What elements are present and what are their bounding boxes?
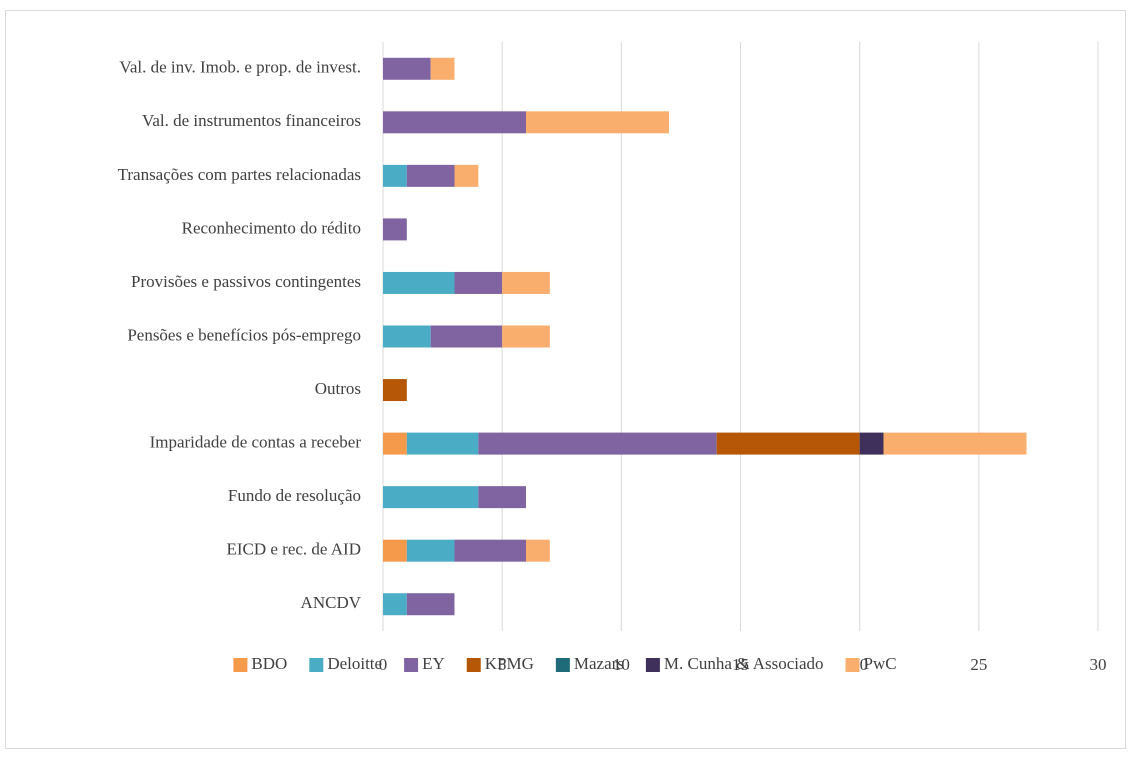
- bar-segment: [383, 486, 479, 509]
- bar-segment: [454, 271, 503, 294]
- bar-segment: [502, 325, 550, 348]
- bar-segment: [430, 57, 455, 80]
- chart-border: [5, 10, 1126, 749]
- bar-segment: [526, 539, 550, 562]
- bar-segment: [406, 539, 455, 562]
- bar-segment: [383, 164, 407, 187]
- bar-segment: [383, 432, 407, 455]
- y-tick-label: Transações com partes relacionadas: [118, 165, 361, 184]
- x-tick-label: 15: [732, 655, 749, 674]
- bar-segment: [478, 432, 717, 455]
- x-tick-label: 0: [379, 655, 388, 674]
- bar-segment: [502, 271, 550, 294]
- legend-swatch: [555, 658, 570, 672]
- legend-label: BDO: [251, 654, 287, 673]
- legend-label: M. Cunha & Associado: [664, 654, 824, 673]
- y-tick-label: Val. de inv. Imob. e prop. de invest.: [119, 58, 361, 77]
- legend-swatch: [404, 658, 419, 672]
- x-tick-label: 10: [613, 655, 630, 674]
- bar-segment: [383, 271, 455, 294]
- bar-segment: [883, 432, 1027, 455]
- legend-label: KPMG: [485, 654, 534, 673]
- legend-swatch: [233, 658, 248, 672]
- x-tick-label: 30: [1090, 655, 1107, 674]
- bar-segment: [454, 164, 479, 187]
- legend-label: PwC: [864, 654, 897, 673]
- legend-swatch: [845, 658, 860, 672]
- y-tick-label: Provisões e passivos contingentes: [131, 272, 361, 291]
- legend-label: Mazars: [574, 654, 624, 673]
- y-tick-label: Val. de instrumentos financeiros: [142, 111, 361, 130]
- bar-segment: [383, 325, 431, 348]
- bar-segment: [383, 379, 407, 402]
- legend-label: EY: [422, 654, 445, 673]
- bar-segment: [526, 111, 669, 134]
- legend-label: Deloitte: [327, 654, 382, 673]
- bar-segment: [383, 111, 526, 134]
- y-tick-label: Outros: [315, 379, 361, 398]
- legend-swatch: [466, 658, 481, 672]
- y-tick-label: ANCDV: [301, 593, 362, 612]
- y-tick-label: Fundo de resolução: [228, 486, 361, 505]
- bar-segment: [406, 593, 455, 616]
- y-tick-label: EICD e rec. de AID: [226, 540, 361, 559]
- legend-swatch: [645, 658, 660, 672]
- x-tick-label: 5: [498, 655, 507, 674]
- bar-segment: [406, 432, 479, 455]
- bar-segment: [430, 325, 503, 348]
- bar-segment: [454, 539, 526, 562]
- bar-segment: [859, 432, 884, 455]
- y-tick-label: Reconhecimento do rédito: [182, 218, 361, 237]
- bar-segment: [406, 164, 455, 187]
- legend-swatch: [309, 658, 324, 672]
- y-tick-label: Imparidade de contas a receber: [150, 432, 362, 451]
- bar-segment: [478, 486, 526, 509]
- bar-segment: [383, 57, 431, 80]
- bar-segment: [716, 432, 860, 455]
- bar-segment: [383, 539, 407, 562]
- bar-segment: [383, 593, 407, 616]
- x-tick-label: 25: [970, 655, 987, 674]
- y-tick-label: Pensões e benefícios pós-emprego: [127, 325, 361, 344]
- bar-segment: [383, 218, 407, 241]
